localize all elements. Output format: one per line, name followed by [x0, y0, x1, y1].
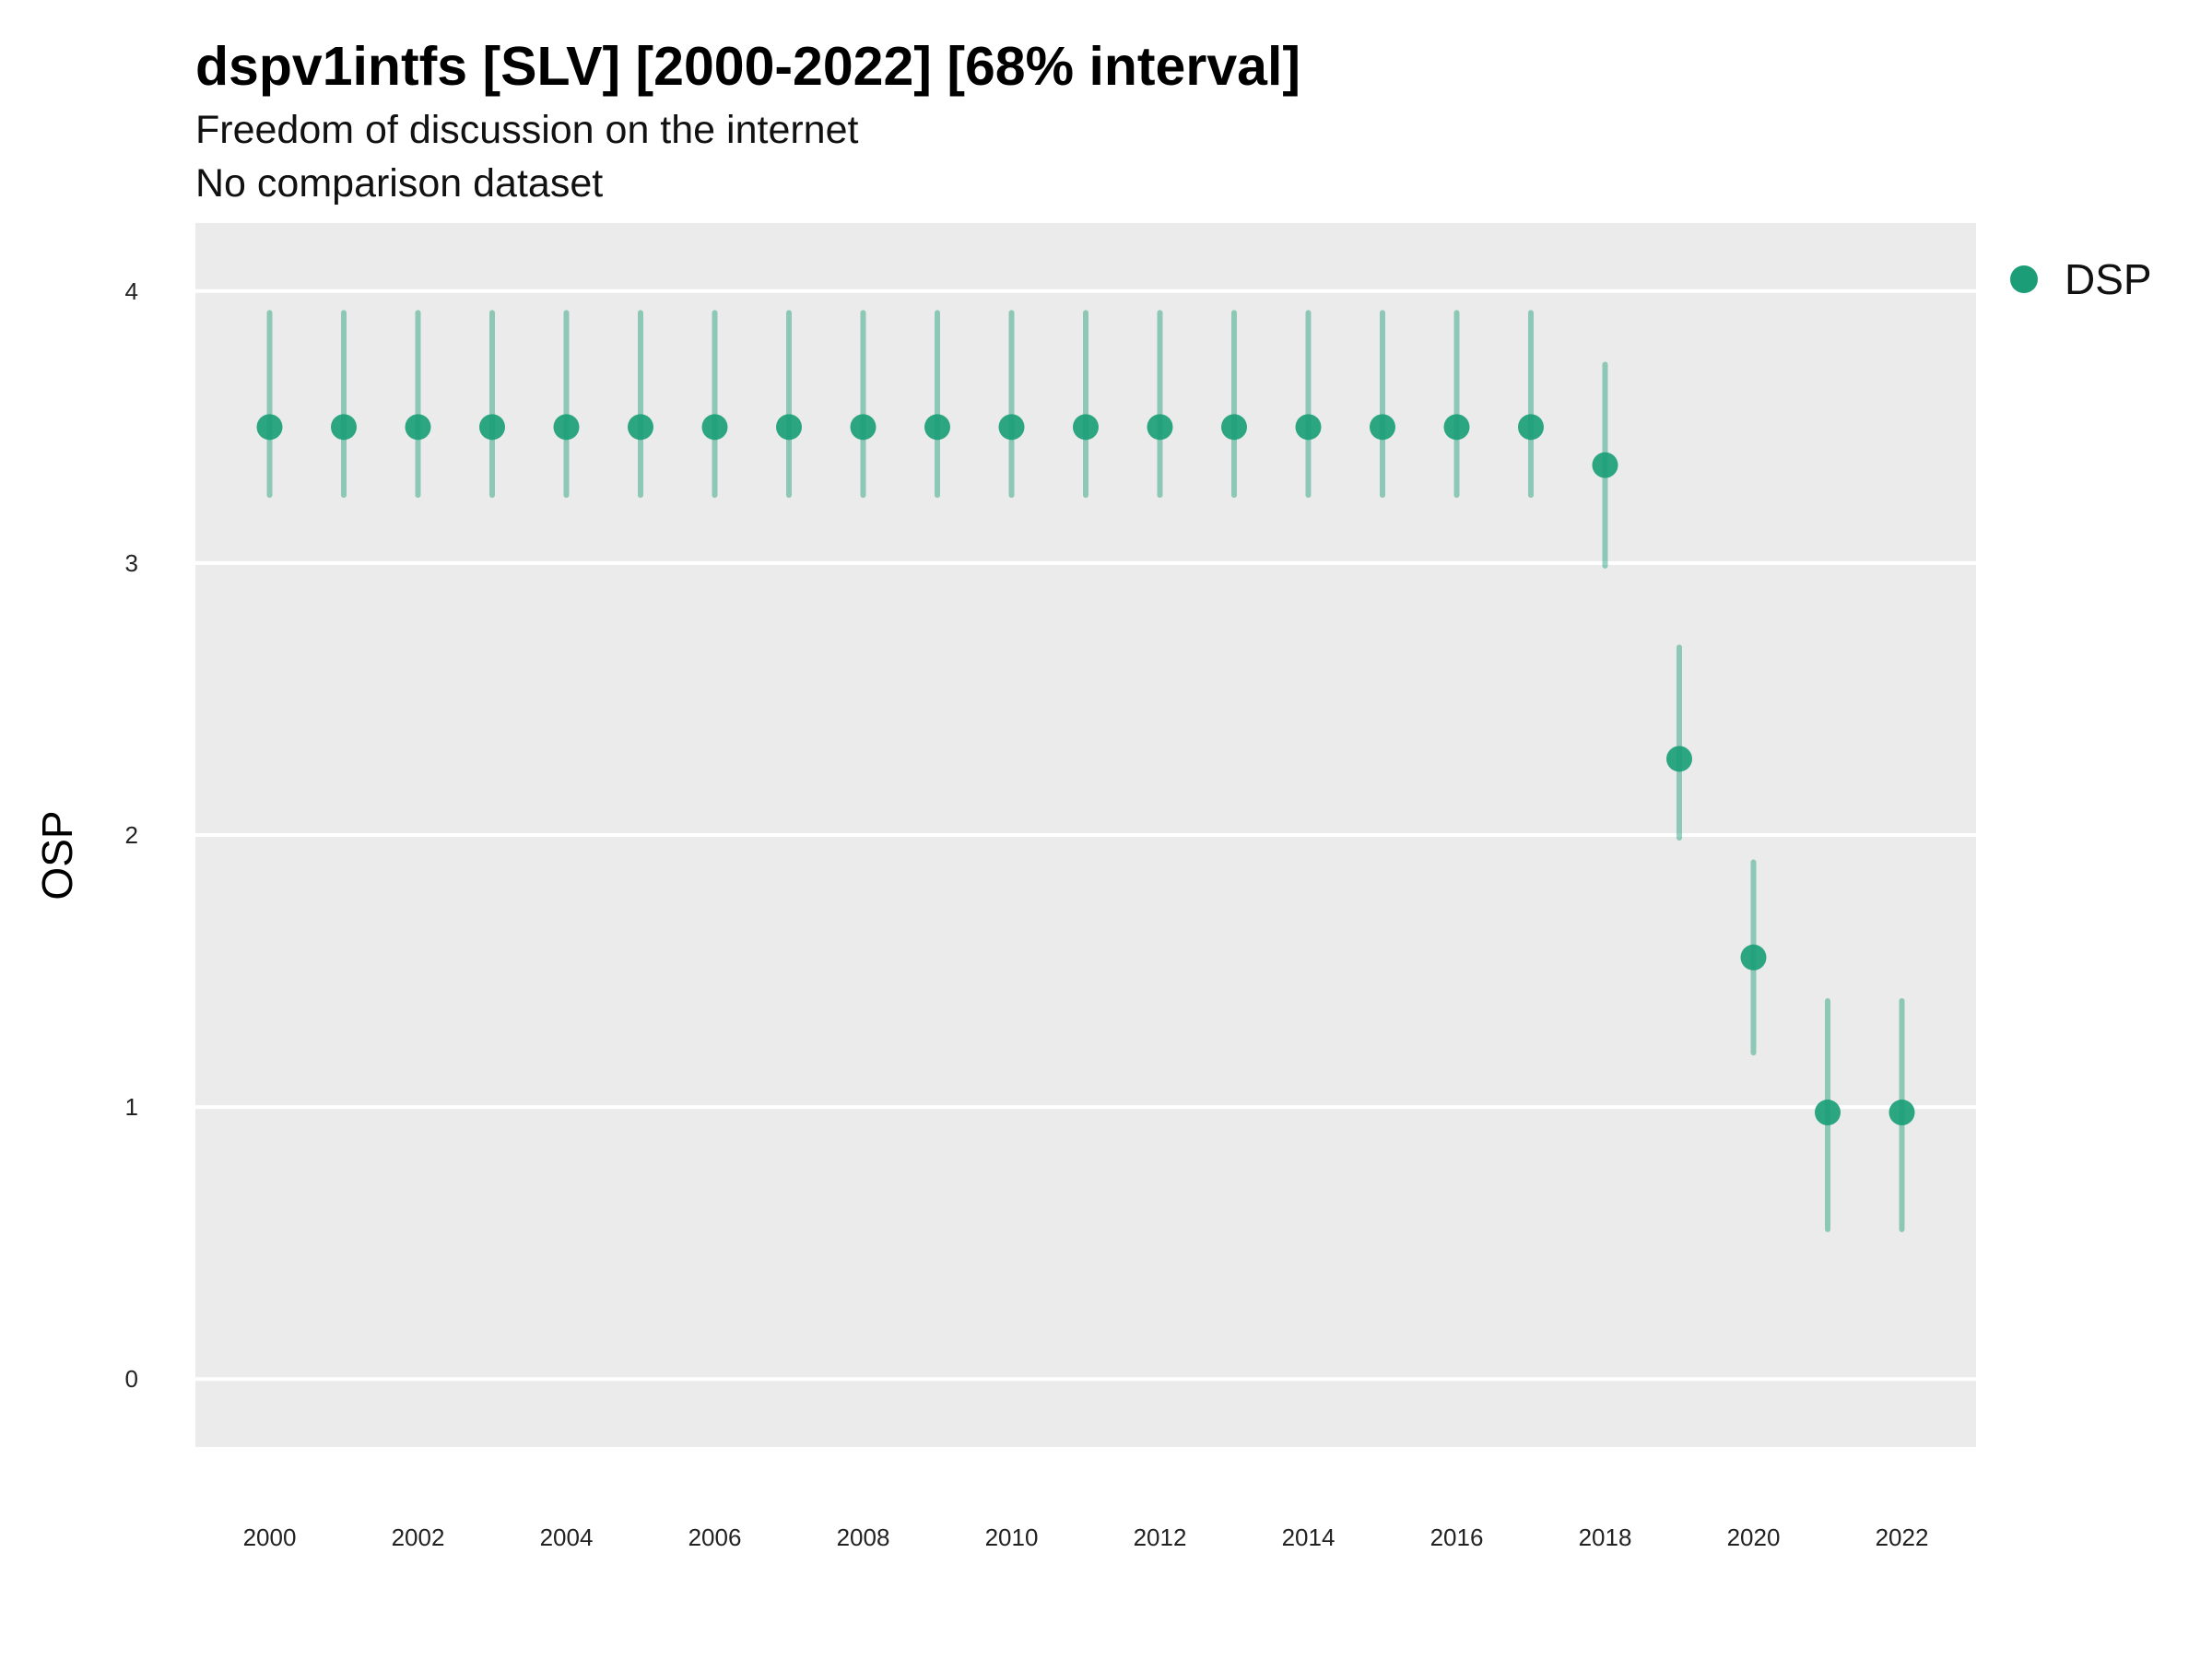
point-2013 [1221, 414, 1247, 441]
point-2002 [405, 414, 431, 441]
point-2017 [1518, 414, 1544, 441]
x-tick-label: 2020 [1727, 1524, 1781, 1551]
legend: DSP [2010, 255, 2152, 303]
point-2011 [1073, 414, 1099, 441]
y-tick-label: 4 [125, 277, 138, 305]
point-2016 [1443, 414, 1470, 441]
point-2019 [1666, 746, 1692, 772]
x-tick-label: 2000 [243, 1524, 297, 1551]
point-2001 [331, 414, 357, 441]
point-2006 [701, 414, 728, 441]
point-2015 [1370, 414, 1395, 441]
x-tick-label: 2012 [1134, 1524, 1187, 1551]
y-tick-labels: 0 1 2 3 4 [125, 277, 138, 1393]
legend-key-dsp [2010, 265, 2038, 293]
point-2021 [1815, 1100, 1841, 1126]
point-2010 [998, 414, 1025, 441]
x-tick-label: 2002 [392, 1524, 445, 1551]
x-tick-label: 2016 [1430, 1524, 1484, 1551]
chart-title: dspv1intfs [SLV] [2000-2022] [68% interv… [195, 36, 1300, 97]
x-tick-labels: 2000 2002 2004 2006 2008 2010 2012 2014 2016 2018… [243, 1524, 1929, 1551]
y-tick-label: 3 [125, 549, 138, 577]
point-2005 [628, 414, 653, 441]
gridlines [195, 288, 1976, 1382]
point-2003 [479, 414, 505, 441]
x-tick-label: 2010 [985, 1524, 1039, 1551]
point-2014 [1295, 414, 1322, 441]
point-2020 [1740, 944, 1767, 971]
data-marks [256, 310, 1915, 1232]
chart-caption: No comparison dataset [195, 161, 603, 206]
point-2004 [553, 414, 580, 441]
point-2000 [256, 414, 283, 441]
point-2007 [776, 414, 802, 441]
y-tick-label: 2 [125, 821, 138, 849]
point-2009 [924, 414, 950, 441]
point-2018 [1592, 452, 1618, 478]
point-2022 [1888, 1100, 1915, 1126]
x-tick-label: 2006 [688, 1524, 742, 1551]
x-tick-label: 2022 [1876, 1524, 1929, 1551]
point-2008 [850, 414, 877, 441]
y-axis-label: OSP [33, 810, 81, 900]
chart-subtitle: Freedom of discussion on the internet [195, 108, 859, 152]
x-tick-label: 2018 [1579, 1524, 1632, 1551]
x-tick-label: 2008 [837, 1524, 890, 1551]
x-tick-label: 2004 [540, 1524, 594, 1551]
y-tick-label: 0 [125, 1365, 138, 1393]
x-tick-label: 2014 [1282, 1524, 1335, 1551]
y-tick-label: 1 [125, 1093, 138, 1121]
legend-label-dsp: DSP [2065, 255, 2152, 303]
point-2012 [1147, 414, 1173, 441]
